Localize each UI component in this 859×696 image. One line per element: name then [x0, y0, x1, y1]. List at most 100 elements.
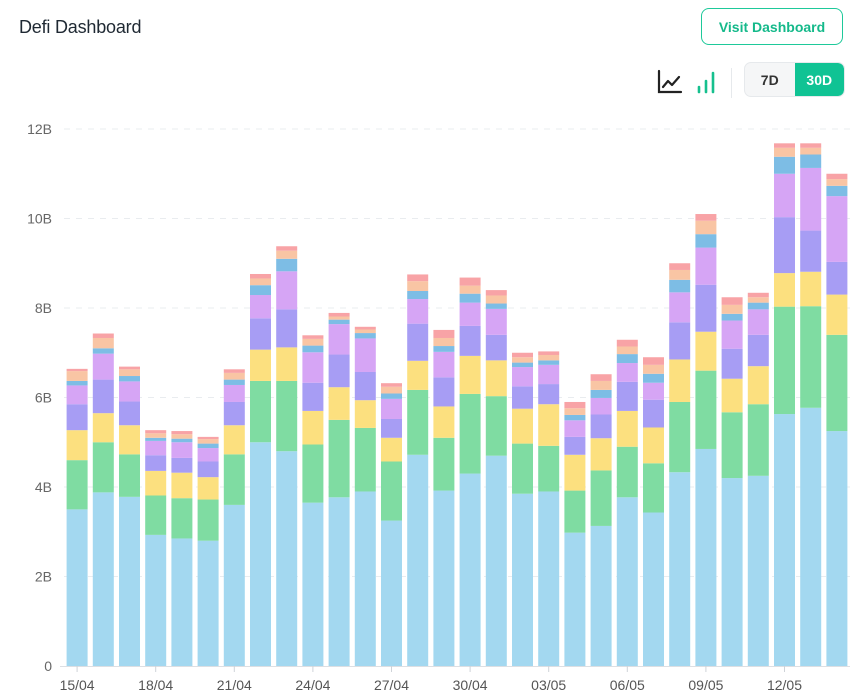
bar-segment[interactable]	[669, 269, 691, 280]
bar-segment[interactable]	[721, 320, 743, 349]
bar-segment[interactable]	[616, 497, 638, 666]
bar-segment[interactable]	[800, 154, 822, 168]
bar-segment[interactable]	[459, 277, 481, 286]
bar-segment[interactable]	[119, 381, 140, 402]
bar-segment[interactable]	[197, 461, 219, 478]
bar-segment[interactable]	[119, 425, 140, 455]
bar-segment[interactable]	[433, 329, 455, 338]
bar-segment[interactable]	[538, 384, 560, 405]
bar-segment[interactable]	[459, 325, 481, 356]
bar-segment[interactable]	[354, 329, 376, 334]
bar-segment[interactable]	[459, 355, 481, 394]
bar-segment[interactable]	[354, 371, 376, 401]
bar-segment[interactable]	[328, 312, 350, 317]
bar-segment[interactable]	[485, 455, 507, 666]
bar-segment[interactable]	[695, 234, 717, 248]
bar-segment[interactable]	[381, 383, 402, 387]
bar-segment[interactable]	[433, 346, 455, 352]
bar-segment[interactable]	[66, 380, 88, 386]
bar-segment[interactable]	[669, 279, 691, 293]
bar-segment[interactable]	[590, 438, 612, 471]
bar-segment[interactable]	[459, 393, 481, 474]
bar-segment[interactable]	[826, 185, 848, 197]
bar-segment[interactable]	[643, 427, 664, 464]
bar-segment[interactable]	[747, 297, 769, 303]
bar-segment[interactable]	[800, 407, 822, 666]
bar-segment[interactable]	[616, 346, 638, 355]
bar-segment[interactable]	[538, 354, 560, 361]
visit-dashboard-button[interactable]: Visit Dashboard	[701, 8, 843, 45]
bar-segment[interactable]	[512, 408, 533, 444]
bar-segment[interactable]	[250, 442, 271, 666]
bar-segment[interactable]	[407, 290, 429, 300]
bar-segment[interactable]	[564, 420, 586, 437]
bar-segment[interactable]	[564, 408, 586, 415]
bar-segment[interactable]	[774, 143, 795, 148]
bar-segment[interactable]	[669, 359, 691, 402]
bar-segment[interactable]	[171, 498, 193, 539]
bar-segment[interactable]	[695, 370, 717, 449]
bar-segment[interactable]	[223, 425, 245, 455]
bar-segment[interactable]	[485, 308, 507, 335]
bar-segment[interactable]	[407, 299, 429, 324]
bar-segment[interactable]	[171, 472, 193, 499]
bar-segment[interactable]	[695, 284, 717, 332]
bar-segment[interactable]	[328, 497, 350, 666]
bar-segment[interactable]	[328, 324, 350, 355]
bar-segment[interactable]	[485, 290, 507, 296]
bar-segment[interactable]	[302, 338, 324, 346]
bar-segment[interactable]	[433, 437, 455, 491]
bar-segment[interactable]	[590, 470, 612, 526]
bar-segment[interactable]	[302, 410, 324, 445]
bar-segment[interactable]	[276, 271, 298, 310]
bar-segment[interactable]	[354, 326, 376, 330]
bar-segment[interactable]	[747, 475, 769, 666]
bar-segment[interactable]	[223, 369, 245, 373]
bar-segment[interactable]	[197, 448, 219, 462]
bar-segment[interactable]	[512, 352, 533, 358]
bar-segment[interactable]	[407, 281, 429, 291]
bar-segment[interactable]	[171, 434, 193, 439]
bar-segment[interactable]	[328, 354, 350, 388]
bar-segment[interactable]	[328, 316, 350, 320]
bar-segment[interactable]	[800, 147, 822, 155]
bar-segment[interactable]	[250, 278, 271, 286]
bar-segment[interactable]	[538, 404, 560, 446]
bar-segment[interactable]	[145, 440, 167, 456]
bar-segment[interactable]	[145, 455, 167, 471]
bar-segment[interactable]	[774, 414, 795, 666]
bar-segment[interactable]	[328, 419, 350, 498]
bar-segment[interactable]	[564, 490, 586, 533]
bar-segment[interactable]	[721, 297, 743, 305]
bar-segment[interactable]	[512, 367, 533, 387]
bar-segment[interactable]	[354, 491, 376, 666]
bar-segment[interactable]	[171, 431, 193, 435]
bar-segment[interactable]	[145, 430, 167, 434]
bar-segment[interactable]	[774, 273, 795, 307]
bar-segment[interactable]	[119, 376, 140, 382]
bar-segment[interactable]	[407, 274, 429, 282]
bar-segment[interactable]	[643, 364, 664, 374]
bar-segment[interactable]	[223, 379, 245, 385]
bar-segment[interactable]	[145, 495, 167, 535]
bar-segment[interactable]	[643, 357, 664, 365]
bar-segment[interactable]	[538, 360, 560, 365]
bar-segment[interactable]	[747, 366, 769, 405]
bar-segment[interactable]	[669, 401, 691, 473]
bar-segment[interactable]	[66, 509, 88, 666]
bar-segment[interactable]	[826, 261, 848, 295]
bar-segment[interactable]	[669, 472, 691, 666]
bar-segment[interactable]	[66, 368, 88, 372]
bar-segment[interactable]	[145, 534, 167, 666]
bar-segment[interactable]	[171, 538, 193, 666]
bar-segment[interactable]	[328, 319, 350, 325]
bar-segment[interactable]	[302, 335, 324, 339]
bar-segment[interactable]	[695, 331, 717, 371]
bar-segment[interactable]	[800, 230, 822, 272]
bar-segment[interactable]	[92, 379, 114, 414]
bar-segment[interactable]	[302, 444, 324, 503]
bar-segment[interactable]	[197, 443, 219, 449]
bar-segment[interactable]	[747, 404, 769, 476]
bar-segment[interactable]	[564, 436, 586, 455]
bar-segment[interactable]	[433, 406, 455, 438]
